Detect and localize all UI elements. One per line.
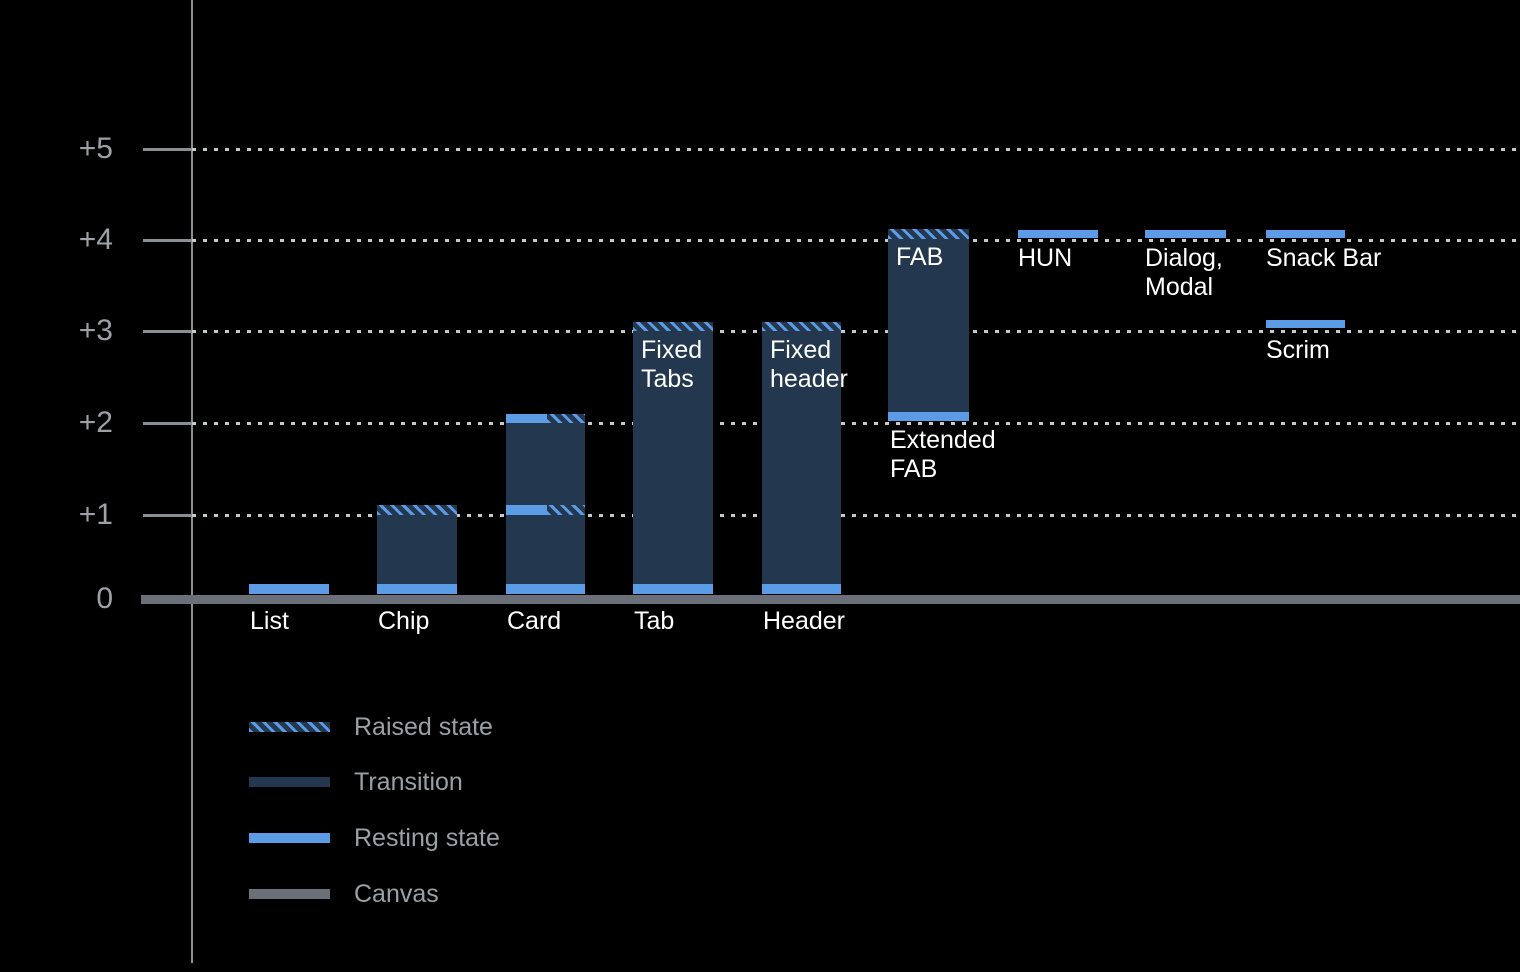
ytick-label-zero: 0	[96, 582, 113, 615]
legend-label-raised-state: Raised state	[354, 713, 493, 741]
bar-chip-resting	[377, 584, 457, 594]
bar-chip-raised	[377, 505, 457, 515]
bar-card-transition-lower	[506, 515, 585, 584]
legend-swatch-raised-state	[249, 722, 330, 732]
bar-card-mid-resting	[506, 505, 547, 515]
bar-fab-raised	[888, 229, 969, 239]
bar-dialog-modal-label: Dialog, Modal	[1145, 244, 1223, 301]
gridline-plus2	[192, 422, 1520, 425]
tick-plus1	[143, 514, 192, 517]
bar-extended-fab-label: Extended FAB	[890, 426, 996, 483]
legend-swatch-resting-state	[249, 833, 330, 843]
tick-plus5	[143, 148, 192, 151]
bar-tab-raised	[633, 322, 713, 331]
bar-fab-resting	[888, 412, 969, 421]
bar-tab-resting	[633, 584, 713, 594]
gridline-plus4	[192, 239, 1520, 242]
bar-card-mid-raised	[547, 505, 585, 515]
bar-card-label: Card	[507, 607, 562, 635]
ytick-label-plus5: +5	[78, 132, 113, 165]
bar-hun-resting	[1018, 230, 1098, 238]
ytick-label-plus4: +4	[78, 223, 113, 256]
gridline-plus1	[192, 514, 1520, 517]
legend-label-resting-state: Resting state	[354, 824, 500, 852]
bar-card-top-raised	[547, 414, 585, 423]
bar-header-transition	[762, 331, 841, 584]
legend-label-transition: Transition	[354, 768, 463, 796]
bar-header-annotation: Fixed header	[770, 336, 848, 393]
tick-plus2	[143, 422, 192, 425]
bar-header-label: Header	[763, 607, 845, 635]
bar-header-raised	[762, 322, 841, 331]
tick-plus3	[143, 330, 192, 333]
legend-swatch-transition	[249, 777, 330, 787]
bar-list-label: List	[250, 607, 289, 635]
bar-card-transition-upper	[506, 423, 585, 505]
bar-fab-annotation: FAB	[896, 243, 944, 271]
y-axis-line	[191, 0, 193, 963]
ytick-label-plus2: +2	[78, 406, 113, 439]
bar-list-resting	[249, 584, 329, 594]
gridline-plus3	[192, 330, 1520, 333]
canvas-baseline	[141, 595, 1520, 604]
tick-plus4	[143, 239, 192, 242]
bar-fab-transition	[888, 239, 969, 412]
bar-scrim-label: Scrim	[1266, 336, 1330, 364]
bar-chip-transition	[377, 515, 457, 584]
bar-tab-transition	[633, 331, 713, 584]
bar-card-top-resting	[506, 414, 547, 423]
bar-snack-bar-resting	[1266, 230, 1345, 238]
bar-hun-label: HUN	[1018, 244, 1073, 272]
gridline-plus5	[192, 148, 1520, 151]
legend-swatch-canvas	[249, 889, 330, 899]
bar-chip-label: Chip	[378, 607, 430, 635]
legend-label-canvas: Canvas	[354, 880, 439, 908]
ytick-label-plus1: +1	[78, 498, 113, 531]
ytick-label-plus3: +3	[78, 314, 113, 347]
bar-snack-bar-label: Snack Bar	[1266, 244, 1382, 272]
bar-scrim-resting	[1266, 320, 1345, 328]
bar-tab-annotation: Fixed Tabs	[641, 336, 703, 393]
bar-tab-label: Tab	[634, 607, 675, 635]
bar-card-resting	[506, 584, 585, 594]
bar-header-resting	[762, 584, 841, 594]
bar-dialog-modal-resting	[1145, 230, 1226, 238]
